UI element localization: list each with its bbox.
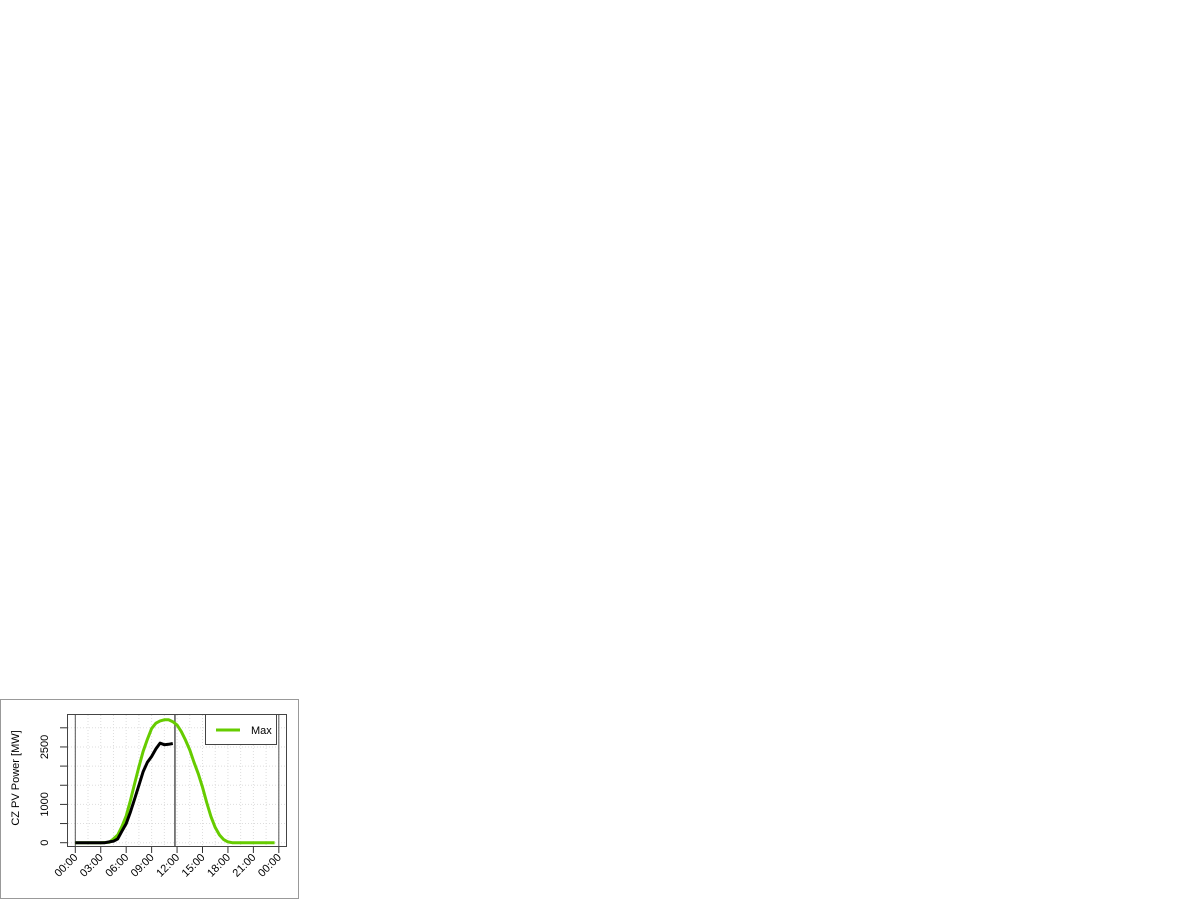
y-tick-label: 1000 bbox=[39, 792, 51, 816]
x-tick-label: 15:00 bbox=[180, 852, 208, 880]
series-line-max bbox=[75, 718, 275, 845]
x-tick-label: 09:00 bbox=[129, 852, 157, 880]
x-tick-label: 21:00 bbox=[231, 852, 259, 880]
x-tick-label: 12:00 bbox=[154, 852, 182, 880]
y-axis-label: CZ PV Power [MW] bbox=[10, 730, 22, 825]
x-tick-label: 00:00 bbox=[256, 852, 284, 880]
x-tick-label: 00:00 bbox=[52, 852, 80, 880]
x-tick-label: 06:00 bbox=[103, 852, 131, 880]
legend: Max bbox=[205, 714, 277, 745]
x-tick-label: 18:00 bbox=[205, 852, 233, 880]
y-tick-label: 2500 bbox=[39, 735, 51, 759]
y-tick-label: 0 bbox=[39, 840, 51, 846]
series-lines bbox=[75, 718, 275, 845]
legend-label-max: Max bbox=[251, 725, 272, 737]
x-tick-label: 03:00 bbox=[78, 852, 106, 880]
plot-box bbox=[67, 714, 287, 847]
series-line-actual bbox=[75, 741, 174, 845]
chart-frame bbox=[0, 699, 299, 899]
